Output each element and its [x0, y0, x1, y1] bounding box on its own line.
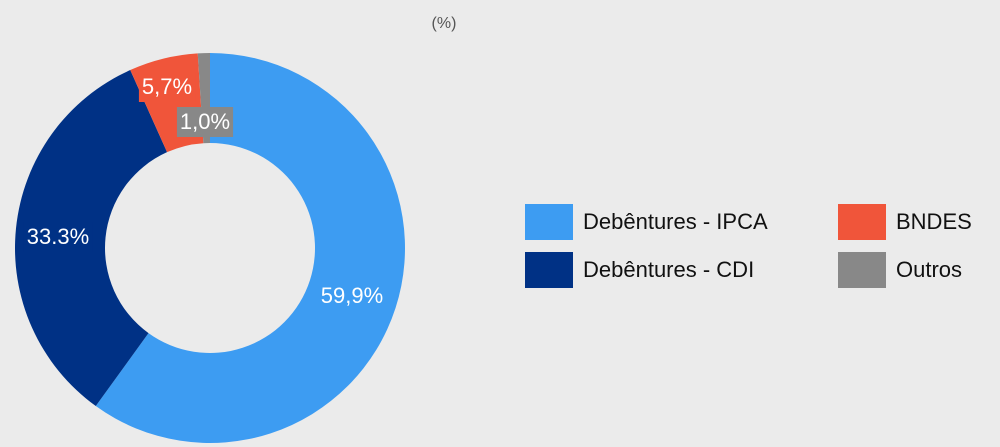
legend-label: Debêntures - IPCA [583, 209, 768, 234]
legend-swatch [838, 252, 886, 288]
chart-title: (%) [432, 15, 457, 32]
data-label: 33.3% [27, 224, 89, 249]
data-label-bg [23, 222, 93, 252]
donut-slice [95, 53, 406, 444]
legend-swatch [838, 204, 886, 240]
data-label: 1,0% [180, 109, 230, 134]
data-label-bg [317, 281, 387, 311]
data-label: 59,9% [321, 283, 383, 308]
legend-label: Outros [896, 257, 962, 282]
data-label-bg [176, 107, 234, 137]
data-label: 5,7% [142, 74, 192, 99]
legend-label: BNDES [896, 209, 972, 234]
data-label-bg [138, 72, 196, 102]
legend-swatch [525, 252, 573, 288]
legend-label: Debêntures - CDI [583, 257, 754, 282]
legend-swatch [525, 204, 573, 240]
